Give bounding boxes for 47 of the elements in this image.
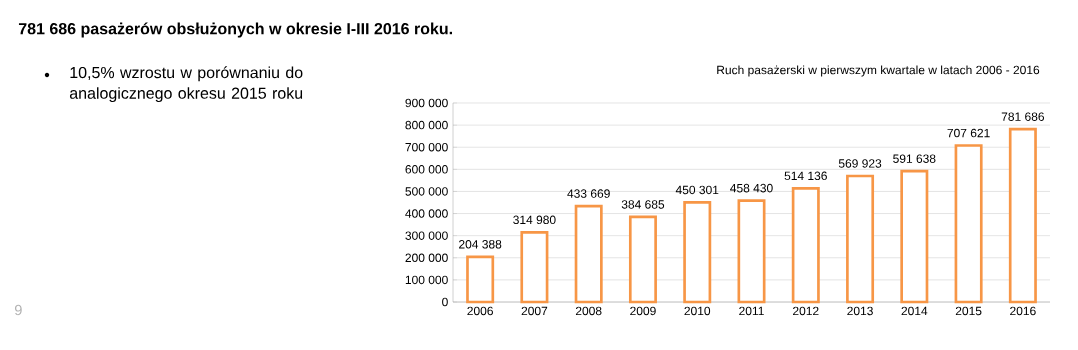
data-label: 433 669	[567, 189, 610, 198]
data-label: 707 621	[947, 128, 990, 138]
text: 781 686 pasażerów obsłużonych w okresie I-III 2016 roku.	[18, 22, 452, 38]
y-tick-label: 100 000	[405, 275, 448, 285]
y-tick-label: 800 000	[405, 120, 448, 130]
x-tick-label: 2014	[901, 306, 928, 316]
x-tick-label: 2008	[575, 306, 602, 316]
data-label: 591 638	[893, 154, 936, 163]
y-tick-label: 700 000	[405, 142, 448, 152]
y-tick-label: 0	[442, 297, 448, 307]
bar	[846, 174, 875, 304]
y-tick-label: 600 000	[405, 165, 448, 174]
bar	[954, 144, 983, 304]
data-label: 458 430	[730, 183, 773, 193]
text: 9	[14, 304, 22, 316]
x-tick-label: 2012	[793, 306, 819, 316]
x-tick-label: 2016	[1010, 306, 1036, 316]
data-label: 450 301	[675, 185, 719, 195]
y-tick-label: 200 000	[405, 253, 448, 263]
bar	[900, 169, 929, 304]
data-label: 384 685	[621, 200, 665, 209]
bar	[1008, 127, 1037, 304]
x-tick-label: 2013	[847, 306, 873, 316]
bar	[574, 204, 603, 304]
data-label: 204 388	[459, 240, 502, 249]
x-tick-label: 2009	[630, 306, 656, 316]
data-label: 314 980	[513, 215, 556, 225]
data-label: 514 136	[784, 171, 827, 181]
y-tick-label: 300 000	[405, 231, 448, 240]
y-tick-label: 400 000	[405, 209, 448, 218]
data-label: 781 686	[1001, 112, 1045, 121]
x-tick-label: 2011	[739, 306, 764, 316]
chart-subtitle: Ruch pasażerski w pierwszym kwartale w latach 2006 - 2016	[717, 65, 1040, 77]
y-tick-label: 500 000	[405, 187, 448, 196]
bar	[737, 199, 766, 304]
bar	[791, 186, 820, 304]
bar	[466, 255, 495, 304]
y-tick-label: 900 000	[405, 98, 448, 108]
bar	[628, 215, 657, 304]
bar	[683, 201, 712, 304]
x-tick-label: 2010	[684, 306, 711, 316]
data-label: 569 923	[838, 159, 882, 168]
bar	[520, 231, 549, 304]
x-tick-label: 2006	[467, 306, 493, 316]
text: 10,5% wzrostu w porównaniu do analogicznego okresu 2015 roku	[69, 66, 303, 103]
x-tick-label: 2015	[955, 306, 982, 316]
x-tick-label: 2007	[521, 306, 548, 316]
